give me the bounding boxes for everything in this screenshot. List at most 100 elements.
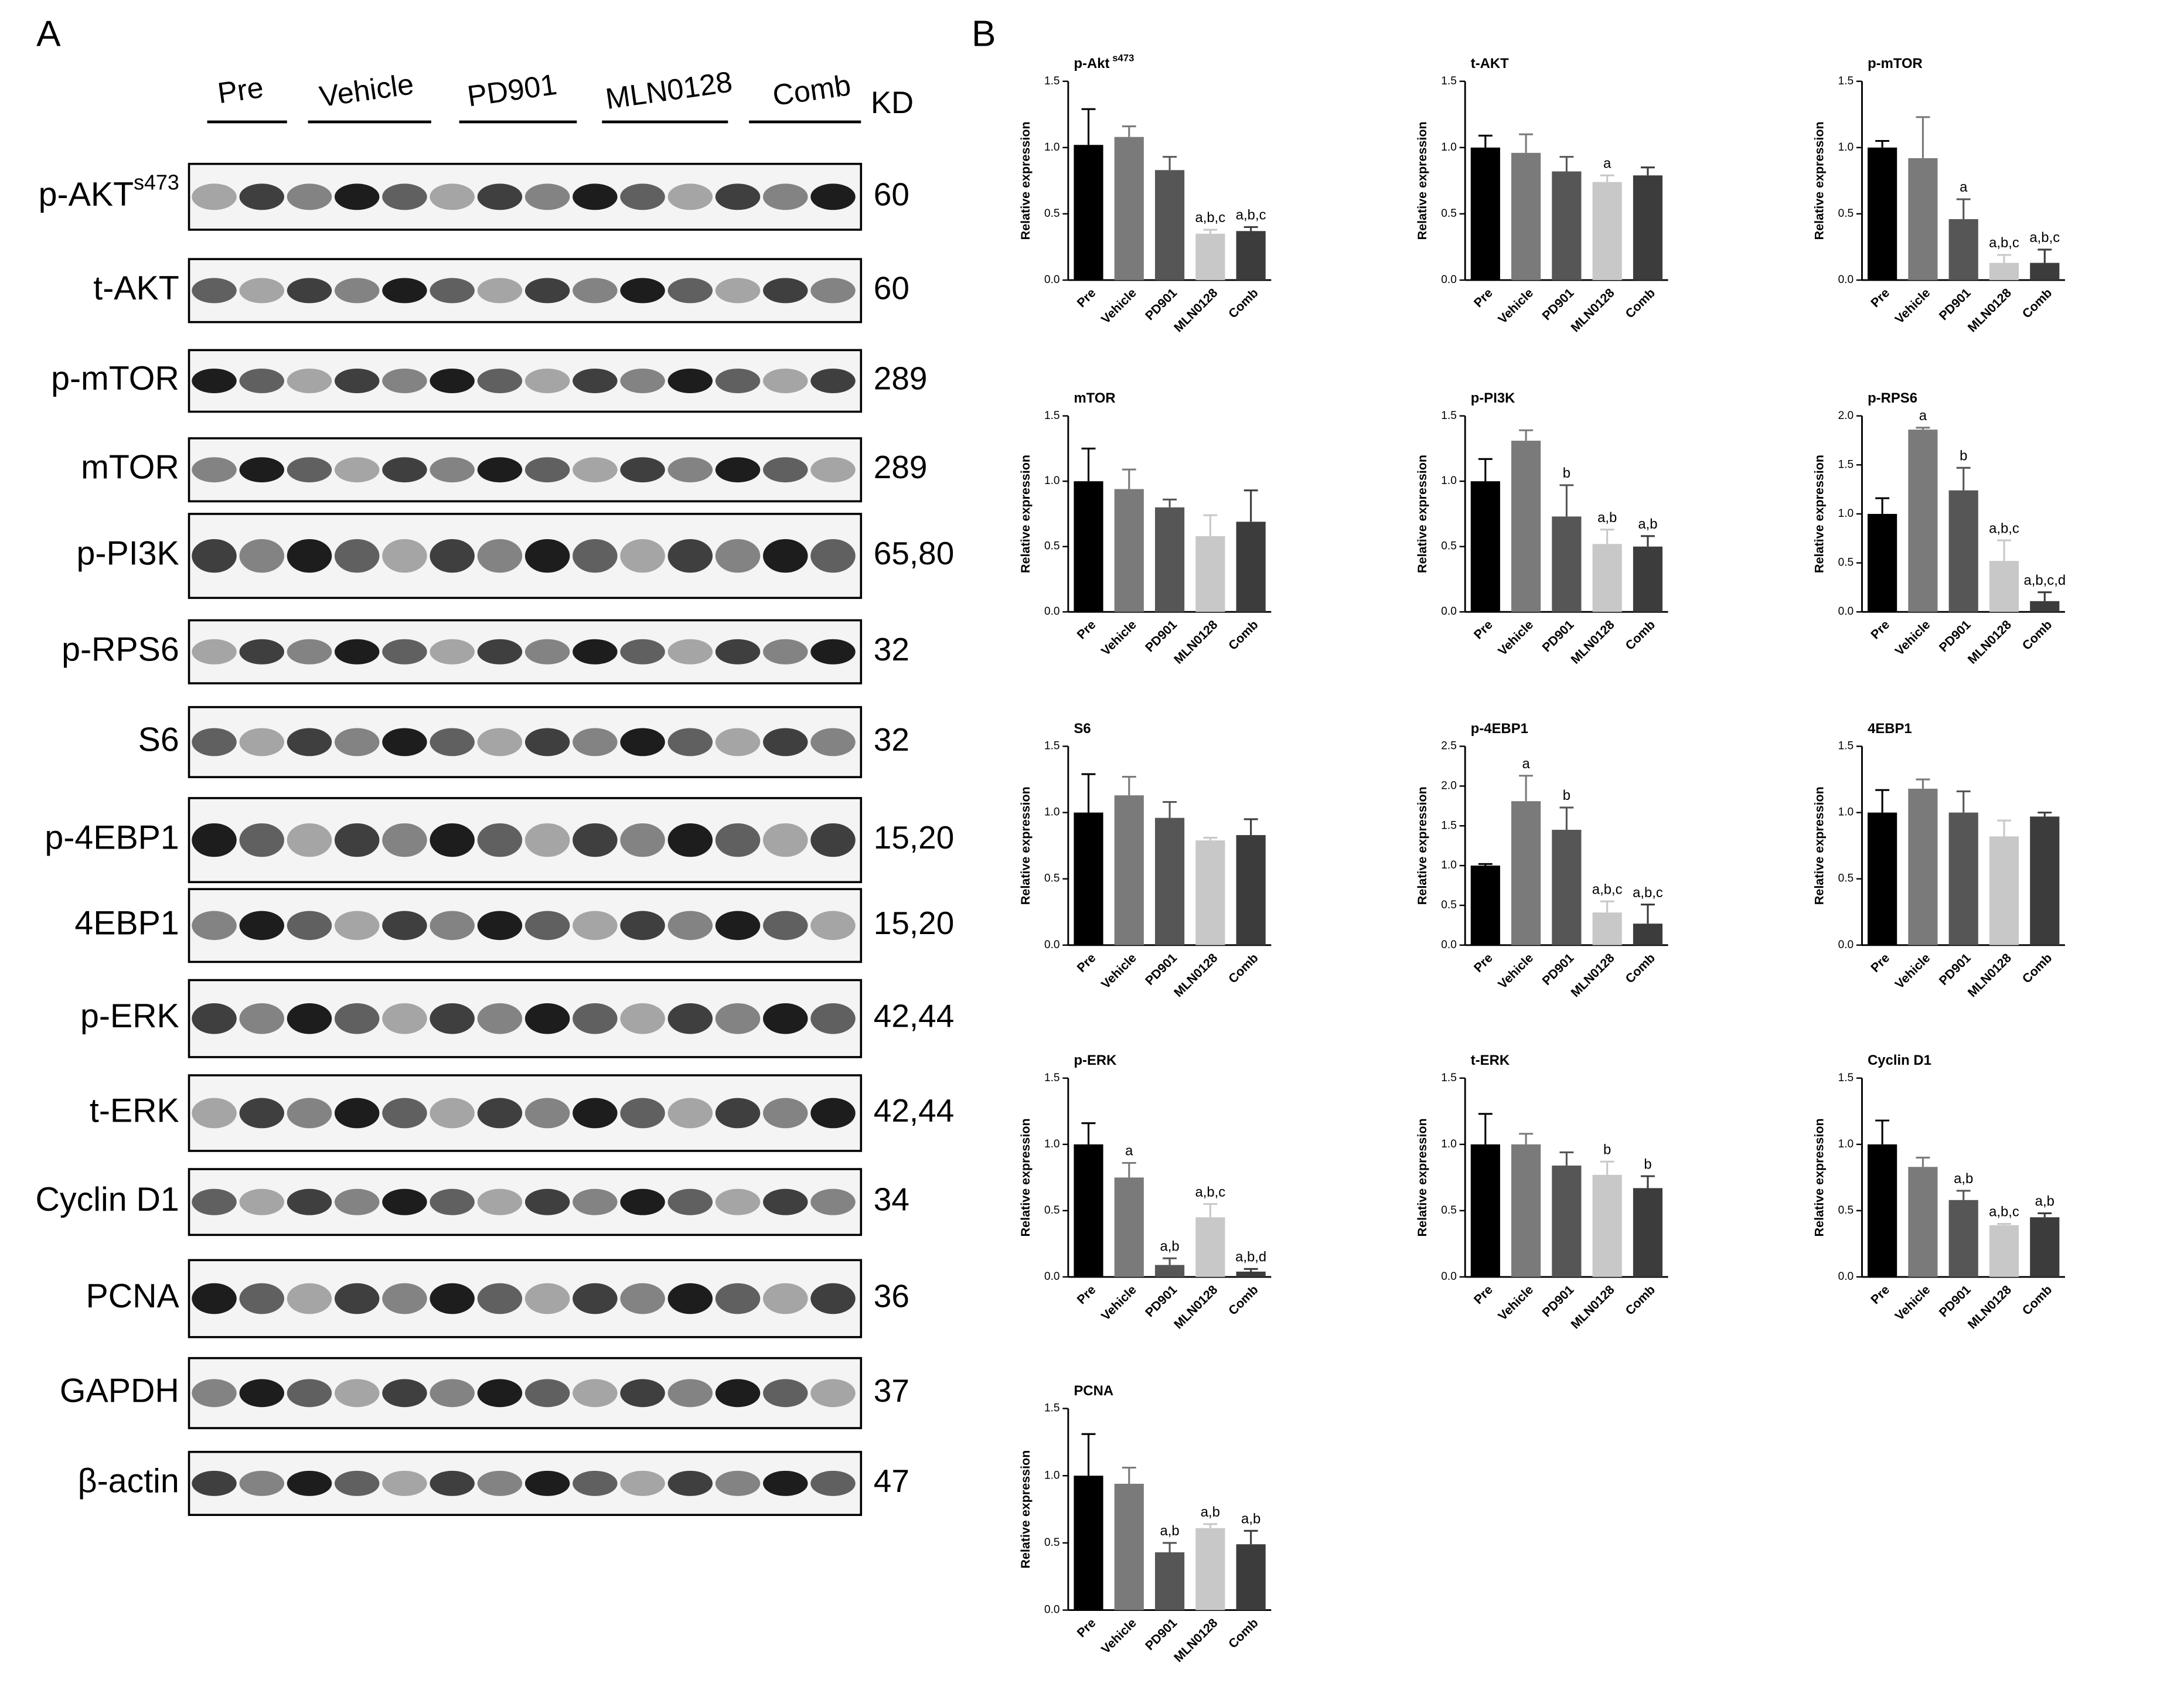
bar [1511, 1144, 1541, 1277]
band [524, 639, 570, 665]
kd-label: 289 [874, 360, 928, 397]
band [334, 823, 380, 857]
band [524, 183, 570, 210]
x-tick-label: PD901 [1539, 286, 1576, 323]
kd-label: 60 [874, 176, 909, 212]
band [334, 1379, 380, 1408]
x-tick-label: Pre [1074, 618, 1099, 642]
band [477, 183, 523, 210]
panel-label: B [972, 14, 996, 54]
band [192, 183, 237, 210]
blot-label: p-PI3K [77, 535, 179, 573]
y-axis-label: Relative expression [1415, 786, 1429, 905]
bar [1868, 1144, 1897, 1277]
band [573, 1098, 618, 1129]
unit-header: KD [871, 86, 914, 120]
band [620, 823, 665, 857]
significance-label: a,b,d [1235, 1249, 1266, 1265]
x-tick-label: Pre [1471, 618, 1495, 642]
band [239, 368, 284, 394]
bar [1155, 507, 1185, 612]
x-tick-label: Comb [1623, 950, 1658, 986]
significance-label: a,b [1201, 1504, 1220, 1520]
band [810, 1283, 856, 1314]
band [239, 1379, 284, 1408]
band [667, 1098, 713, 1129]
bar [1633, 924, 1663, 945]
y-tick-label: 1.5 [1441, 410, 1457, 422]
x-tick-label: PD901 [1143, 618, 1180, 655]
band [667, 1379, 713, 1408]
y-tick-label: 1.5 [1441, 1072, 1457, 1084]
bar [1470, 866, 1500, 945]
band [620, 1003, 665, 1034]
x-tick-label: Vehicle [1099, 950, 1139, 991]
column-header: MLN0128 [604, 65, 734, 115]
band [382, 1379, 427, 1408]
band [334, 1188, 380, 1215]
bar [1155, 170, 1185, 280]
band [810, 539, 856, 573]
y-tick-label: 2.0 [1441, 779, 1457, 792]
blot-label: GAPDH [60, 1372, 179, 1409]
band [477, 457, 523, 483]
chart-title: mTOR [1074, 390, 1115, 406]
significance-label: a [1125, 1143, 1133, 1159]
bar [1236, 1544, 1266, 1610]
x-tick-label: MLN0128 [1568, 286, 1617, 335]
significance-label: a,b,c [1195, 1184, 1225, 1200]
y-tick-label: 1.0 [1441, 1138, 1457, 1150]
band [524, 1379, 570, 1408]
x-tick-label: PD901 [1143, 286, 1180, 323]
band [810, 1098, 856, 1129]
x-tick-label: PD901 [1936, 618, 1973, 655]
blot-label-text: p-RPS6 [62, 631, 179, 668]
x-tick-label: Vehicle [1099, 286, 1139, 326]
band [334, 183, 380, 210]
blot-label-text: p-AKT [39, 176, 134, 213]
x-tick-label: Pre [1074, 1283, 1099, 1307]
band [763, 911, 808, 941]
band [430, 183, 475, 210]
y-tick-label: 1.0 [1044, 141, 1060, 154]
x-tick-label: PD901 [1539, 1283, 1576, 1320]
band [287, 1003, 332, 1034]
bar [1074, 481, 1103, 612]
band [239, 539, 284, 573]
band [430, 823, 475, 857]
blot-label-sup: s473 [134, 171, 179, 195]
band [667, 728, 713, 757]
band [524, 1098, 570, 1129]
x-tick-label: Vehicle [1099, 618, 1139, 658]
chart-title: Cyclin D1 [1868, 1052, 1931, 1068]
kd-label: 15,20 [874, 905, 954, 941]
x-tick-label: PD901 [1143, 1283, 1180, 1320]
significance-label: a,b,c [1633, 885, 1663, 901]
significance-label: a,b,c [1236, 207, 1266, 223]
band [573, 539, 618, 573]
y-tick-label: 0.0 [1838, 274, 1854, 286]
bar [1868, 812, 1897, 945]
band [192, 368, 237, 394]
band [667, 278, 713, 304]
significance-label: b [1603, 1142, 1611, 1157]
x-tick-label: MLN0128 [1171, 1283, 1221, 1332]
band [620, 368, 665, 394]
band [524, 1003, 570, 1034]
chart-title-text: p-Akt [1074, 56, 1109, 71]
x-tick-label: PD901 [1539, 618, 1576, 655]
band [763, 457, 808, 483]
band [192, 1003, 237, 1034]
y-tick-label: 0.5 [1441, 207, 1457, 220]
band [667, 1003, 713, 1034]
x-tick-label: MLN0128 [1171, 286, 1221, 335]
band [477, 728, 523, 757]
band [524, 1188, 570, 1215]
blot-label-text: p-PI3K [77, 535, 179, 573]
band [192, 278, 237, 304]
bar [1511, 152, 1541, 280]
y-tick-label: 1.5 [1441, 75, 1457, 87]
blot-label-text: S6 [138, 721, 179, 759]
band [573, 823, 618, 857]
band [763, 639, 808, 665]
